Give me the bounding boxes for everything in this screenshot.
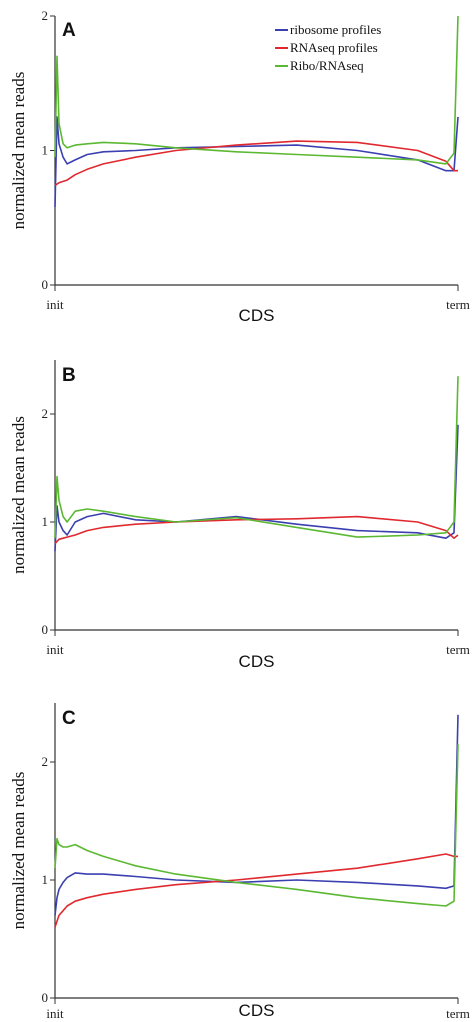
- x-axis-label: CDS: [239, 306, 275, 325]
- x-axis-label: CDS: [239, 652, 275, 671]
- y-tick-label: 2: [42, 754, 49, 769]
- x-tick-label: init: [46, 642, 64, 657]
- series-line-rnaseq-profiles: [55, 854, 458, 927]
- series-line-ribo-rnaseq: [55, 376, 458, 538]
- x-tick-label: term: [446, 297, 470, 312]
- series-line-rnaseq-profiles: [55, 141, 458, 185]
- series-line-ribo-rnaseq: [55, 16, 458, 164]
- y-tick-label: 2: [42, 406, 49, 421]
- panel-b: 0 1 2 init term CDS normalized mean reads B: [9, 360, 470, 671]
- y-axis-label: normalized mean reads: [9, 72, 28, 230]
- y-tick-label: 0: [42, 990, 49, 1005]
- x-tick-label: init: [46, 1006, 64, 1021]
- y-tick-label: 1: [42, 872, 49, 887]
- x-tick-label: init: [46, 297, 64, 312]
- legend-entry: RNAseq profiles: [290, 40, 378, 55]
- panel-letter: C: [62, 708, 76, 729]
- x-tick-label: term: [446, 642, 470, 657]
- x-tick-label: term: [446, 1006, 470, 1021]
- panel-c: 0 1 2 init term CDS normalized mean reads C: [9, 703, 470, 1021]
- y-tick-label: 1: [42, 514, 49, 529]
- x-axis-label: CDS: [239, 1001, 275, 1020]
- y-tick-label: 1: [42, 143, 49, 158]
- panel-letter: B: [62, 365, 76, 386]
- y-axis-label: normalized mean reads: [9, 772, 28, 930]
- panel-letter: A: [62, 20, 76, 41]
- y-tick-label: 0: [42, 622, 49, 637]
- legend: ribosome profiles RNAseq profiles Ribo/RNA…: [275, 22, 381, 73]
- y-axis-label: normalized mean reads: [9, 416, 28, 574]
- legend-entry: Ribo/RNAseq: [290, 58, 364, 73]
- series-line-ribosome-profiles: [55, 425, 458, 551]
- legend-entry: ribosome profiles: [290, 22, 381, 37]
- y-tick-label: 2: [42, 8, 49, 23]
- panel-a: 0 1 2 init term CDS normalized mean reads A ribo…: [9, 8, 470, 325]
- y-tick-label: 0: [42, 277, 49, 292]
